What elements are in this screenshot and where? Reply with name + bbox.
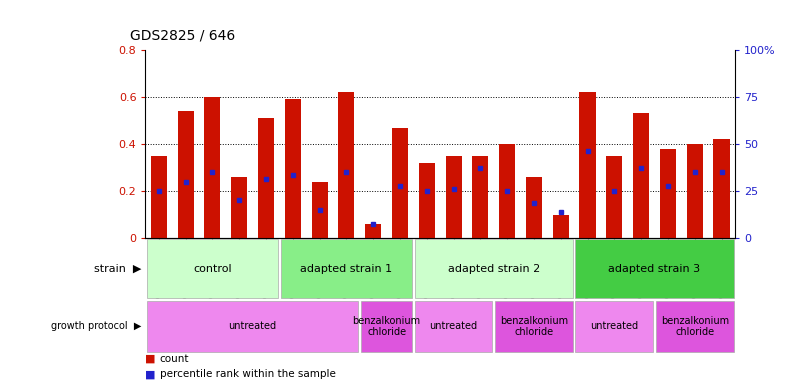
Bar (633, 113, 649, 238)
Bar (687, 144, 703, 238)
Text: percentile rank within the sample: percentile rank within the sample (160, 369, 336, 379)
Bar (579, 92, 596, 238)
Text: untreated: untreated (229, 321, 277, 331)
Bar (472, 156, 488, 238)
Text: adapted strain 3: adapted strain 3 (608, 264, 700, 274)
Text: adapted strain 2: adapted strain 2 (447, 264, 540, 274)
Bar (258, 118, 274, 238)
Text: ■: ■ (145, 369, 156, 379)
Bar (338, 92, 354, 238)
Bar (392, 127, 408, 238)
Text: benzalkonium
chloride: benzalkonium chloride (352, 316, 421, 337)
Bar (714, 139, 729, 238)
Bar (365, 224, 381, 238)
Bar (285, 99, 301, 238)
Bar (415, 239, 573, 298)
Text: GDS2825 / 646: GDS2825 / 646 (130, 28, 235, 42)
Bar (499, 144, 515, 238)
Bar (151, 156, 167, 238)
Bar (495, 301, 573, 352)
Text: control: control (193, 264, 232, 274)
Bar (204, 97, 220, 238)
Bar (178, 111, 193, 238)
Text: benzalkonium
chloride: benzalkonium chloride (500, 316, 568, 337)
Bar (575, 301, 653, 352)
Bar (147, 301, 358, 352)
Bar (231, 177, 248, 238)
Text: benzalkonium
chloride: benzalkonium chloride (661, 316, 729, 337)
Text: growth protocol  ▶: growth protocol ▶ (51, 321, 141, 331)
Bar (526, 177, 542, 238)
Bar (606, 156, 623, 238)
Bar (656, 301, 733, 352)
Text: ■: ■ (145, 354, 156, 364)
Text: strain  ▶: strain ▶ (94, 264, 141, 274)
Text: untreated: untreated (590, 321, 638, 331)
Bar (281, 239, 412, 298)
Bar (415, 301, 492, 352)
Bar (311, 182, 328, 238)
Bar (419, 163, 435, 238)
Bar (361, 301, 412, 352)
Bar (575, 239, 733, 298)
Bar (553, 215, 569, 238)
Text: untreated: untreated (429, 321, 478, 331)
Text: adapted strain 1: adapted strain 1 (300, 264, 392, 274)
Bar (660, 149, 676, 238)
Bar (147, 239, 278, 298)
Bar (446, 156, 461, 238)
Text: count: count (160, 354, 189, 364)
